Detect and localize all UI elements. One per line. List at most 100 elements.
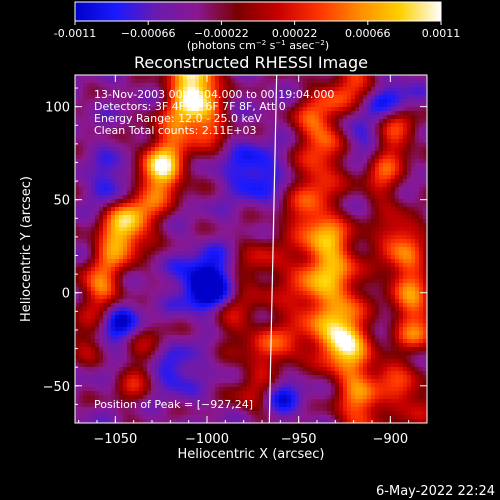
heatmap-cell bbox=[323, 235, 328, 240]
heatmap-cell bbox=[87, 211, 92, 216]
heatmap-cell bbox=[203, 191, 208, 196]
heatmap-cell bbox=[351, 159, 356, 164]
heatmap-cell bbox=[155, 223, 160, 228]
heatmap-cell bbox=[163, 131, 168, 136]
heatmap-cell bbox=[407, 239, 412, 244]
heatmap-cell bbox=[203, 231, 208, 236]
heatmap-cell bbox=[399, 275, 404, 280]
heatmap-cell bbox=[247, 191, 252, 196]
heatmap-cell bbox=[99, 87, 104, 92]
heatmap-cell bbox=[203, 143, 208, 148]
heatmap-cell bbox=[251, 83, 256, 88]
heatmap-cell bbox=[335, 87, 340, 92]
heatmap-cell bbox=[139, 243, 144, 248]
heatmap-cell bbox=[423, 151, 427, 156]
heatmap-cell bbox=[347, 91, 352, 96]
heatmap-cell bbox=[259, 291, 264, 296]
heatmap-cell bbox=[255, 79, 260, 84]
heatmap-cell bbox=[203, 131, 208, 136]
heatmap-cell bbox=[315, 291, 320, 296]
heatmap-cell bbox=[335, 231, 340, 236]
heatmap-cell bbox=[323, 259, 328, 264]
heatmap-cell bbox=[275, 211, 280, 216]
heatmap-cell bbox=[403, 203, 408, 208]
heatmap-cell bbox=[107, 263, 112, 268]
heatmap-cell bbox=[87, 231, 92, 236]
heatmap-cell bbox=[87, 251, 92, 256]
heatmap-cell bbox=[291, 79, 296, 84]
heatmap-cell bbox=[139, 131, 144, 136]
heatmap-cell bbox=[367, 83, 372, 88]
heatmap-cell bbox=[307, 179, 312, 184]
heatmap-cell bbox=[211, 191, 216, 196]
heatmap-cell bbox=[199, 203, 204, 208]
heatmap-cell bbox=[123, 187, 128, 192]
heatmap-cell bbox=[163, 227, 168, 232]
heatmap-cell bbox=[295, 291, 300, 296]
heatmap-cell bbox=[147, 75, 152, 80]
heatmap-cell bbox=[339, 187, 344, 192]
heatmap-cell bbox=[335, 151, 340, 156]
heatmap-cell bbox=[419, 251, 424, 256]
heatmap-cell bbox=[351, 199, 356, 204]
heatmap-cell bbox=[383, 287, 388, 292]
heatmap-cell bbox=[159, 207, 164, 212]
heatmap-cell bbox=[367, 167, 372, 172]
heatmap-cell bbox=[191, 287, 196, 292]
heatmap-cell bbox=[275, 167, 280, 172]
heatmap-cell bbox=[187, 195, 192, 200]
heatmap-cell bbox=[259, 147, 264, 152]
heatmap-cell bbox=[291, 287, 296, 292]
heatmap-cell bbox=[335, 115, 340, 120]
heatmap-cell bbox=[227, 163, 232, 168]
heatmap-cell bbox=[379, 171, 384, 176]
heatmap-cell bbox=[199, 123, 204, 128]
heatmap-cell bbox=[327, 211, 332, 216]
heatmap-cell bbox=[223, 187, 228, 192]
heatmap-cell bbox=[359, 215, 364, 220]
heatmap-cell bbox=[327, 187, 332, 192]
heatmap-cell bbox=[347, 279, 352, 284]
heatmap-cell bbox=[403, 259, 408, 264]
heatmap-cell bbox=[87, 287, 92, 292]
heatmap-cell bbox=[191, 111, 196, 116]
heatmap-cell bbox=[339, 291, 344, 296]
heatmap-cell bbox=[175, 159, 180, 164]
heatmap-cell bbox=[363, 147, 368, 152]
heatmap-cell bbox=[355, 291, 360, 296]
heatmap-cell bbox=[163, 119, 168, 124]
heatmap-cell bbox=[331, 243, 336, 248]
heatmap-cell bbox=[399, 211, 404, 216]
heatmap-cell bbox=[399, 139, 404, 144]
heatmap-cell bbox=[251, 103, 256, 108]
heatmap-cell bbox=[243, 151, 248, 156]
heatmap-cell bbox=[395, 283, 400, 288]
heatmap-cell bbox=[131, 135, 136, 140]
heatmap-cell bbox=[135, 171, 140, 176]
heatmap-cell bbox=[307, 143, 312, 148]
heatmap-cell bbox=[411, 227, 416, 232]
heatmap-cell bbox=[423, 263, 427, 268]
heatmap-cell bbox=[83, 115, 88, 120]
heatmap-cell bbox=[195, 87, 200, 92]
heatmap-cell bbox=[271, 291, 276, 296]
heatmap-cell bbox=[155, 239, 160, 244]
heatmap-cell bbox=[327, 179, 332, 184]
heatmap-cell bbox=[351, 99, 356, 104]
heatmap-cell bbox=[299, 147, 304, 152]
heatmap-cell bbox=[127, 127, 132, 132]
heatmap-cell bbox=[355, 267, 360, 272]
heatmap-cell bbox=[135, 275, 140, 280]
heatmap-cell bbox=[215, 111, 220, 116]
heatmap-cell bbox=[247, 199, 252, 204]
heatmap-cell bbox=[243, 207, 248, 212]
heatmap-cell bbox=[183, 219, 188, 224]
heatmap-cell bbox=[207, 227, 212, 232]
heatmap-cell bbox=[139, 215, 144, 220]
heatmap-cell bbox=[79, 103, 84, 108]
heatmap-cell bbox=[227, 143, 232, 148]
heatmap-cell bbox=[199, 83, 204, 88]
heatmap-cell bbox=[239, 75, 244, 80]
heatmap-cell bbox=[379, 155, 384, 160]
heatmap-cell bbox=[127, 223, 132, 228]
